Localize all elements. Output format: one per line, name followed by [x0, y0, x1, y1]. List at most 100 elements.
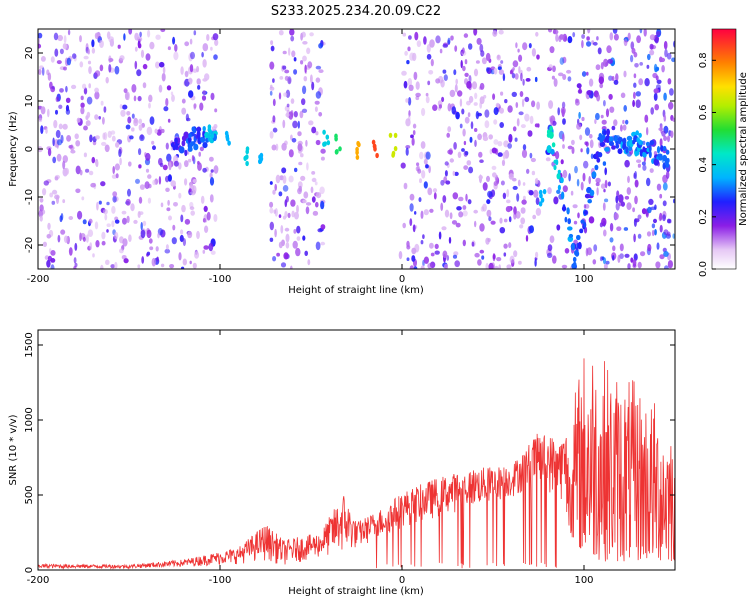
spectrogram-cell — [522, 182, 526, 186]
spectrogram-cell — [282, 119, 286, 129]
spectrogram-cell — [649, 34, 656, 41]
spectrogram-cell — [498, 29, 504, 35]
spectrogram-cell — [439, 48, 443, 54]
spectrogram-cell — [508, 173, 514, 180]
spectrogram-cell — [653, 92, 658, 102]
spectrogram-cell — [305, 202, 312, 206]
spectrogram-cell — [52, 156, 57, 164]
spectrogram-cell — [167, 118, 171, 123]
spectrogram-cell — [562, 144, 565, 149]
spectrogram-cell — [282, 50, 287, 55]
spectrogram-cell — [671, 57, 675, 63]
spectrogram-cell — [193, 103, 197, 110]
spectrogram-cell — [54, 176, 59, 181]
spectrogram-cell — [315, 65, 322, 70]
spectrogram-cell — [659, 224, 663, 233]
spectrogram-cell — [83, 152, 87, 158]
spectrogram-cell — [617, 254, 621, 263]
spectrogram-cell — [449, 158, 454, 163]
spectrogram-cell — [414, 31, 419, 41]
spectrogram-cell — [619, 243, 624, 252]
spectrogram-cell — [180, 229, 184, 235]
spectrogram-cell — [402, 222, 407, 229]
spectrogram-cell — [38, 68, 42, 75]
spectrogram-cell — [303, 76, 308, 82]
spectrogram-cell — [112, 195, 117, 203]
spectrogram-cell — [420, 265, 425, 269]
spectrogram-cell — [405, 145, 411, 149]
spectrogram-cell — [304, 64, 307, 74]
spectrogram-signal-point — [393, 146, 398, 152]
spectrogram-cell — [639, 29, 643, 34]
spectrogram-cell — [202, 43, 209, 52]
spectrogram-cell — [201, 95, 207, 101]
snr-series — [38, 358, 675, 570]
spectrogram-cell — [156, 129, 162, 136]
spectrogram-cell — [576, 123, 582, 130]
spectrogram-cell — [281, 167, 287, 174]
spectrogram-cell — [623, 105, 627, 112]
spectrogram-cell — [502, 192, 507, 199]
spectrogram-signal-cell — [555, 159, 559, 166]
spectrogram-cell — [576, 83, 582, 89]
spectrogram-cell — [586, 71, 589, 76]
spectrogram-cell — [412, 224, 416, 233]
spectrogram-cell — [138, 148, 142, 156]
spectrogram-cell — [139, 184, 145, 190]
spectrogram-cell — [602, 161, 607, 166]
spectrogram-cell — [642, 164, 647, 171]
spectrogram-cell — [173, 160, 179, 167]
spectrogram-cell — [106, 223, 111, 227]
spectrogram-cell — [56, 153, 62, 162]
spectrogram-cell — [593, 244, 598, 252]
spectrogram-cell — [108, 58, 114, 62]
spectrogram-cell — [148, 238, 153, 244]
spectrogram-cell — [269, 61, 275, 70]
spectrogram-cell — [138, 43, 142, 49]
spectrogram-cell — [633, 73, 637, 79]
spectrogram-cell — [111, 205, 116, 214]
spectrogram-cell — [162, 66, 166, 74]
spectrogram-cell — [632, 258, 637, 268]
spectrogram-signal-point — [662, 145, 667, 152]
spectrogram-cell — [90, 182, 96, 188]
spectrogram-cell — [102, 132, 106, 140]
spectrogram-signal-cell — [583, 210, 588, 215]
spectrogram-cell — [630, 54, 634, 63]
spectrogram-cell — [499, 227, 506, 234]
spectrogram-cell — [111, 135, 116, 142]
spectrogram-cell — [166, 153, 172, 162]
spectrogram-cell — [197, 160, 200, 165]
spectrogram-cell — [301, 98, 306, 106]
spectrogram-cell — [79, 61, 84, 68]
spectrogram-cell — [300, 153, 304, 158]
spectrogram-cell — [274, 183, 278, 191]
spectrogram-cell — [189, 38, 193, 45]
spectrogram-cell — [662, 182, 668, 191]
spectrogram-cell — [106, 229, 109, 233]
spectrogram-cell — [603, 100, 606, 107]
spectrogram-cell — [524, 96, 530, 103]
spectrogram-cell — [442, 69, 447, 74]
spectrogram-cell — [623, 70, 627, 78]
spectrogram-cell — [662, 214, 666, 222]
spectrogram-cell — [162, 164, 168, 171]
spectrogram-cell — [479, 82, 485, 90]
spectrogram-cell — [190, 51, 195, 60]
spectrogram-cell — [88, 218, 93, 224]
spectrogram-cell — [589, 139, 594, 149]
spectrogram-cell — [604, 167, 607, 176]
spectrogram-cell — [79, 232, 82, 242]
spectrogram-cell — [536, 101, 540, 110]
spectrogram-cell — [419, 178, 422, 184]
spectrogram-cell — [580, 181, 584, 191]
spectrogram-signal-point — [388, 132, 393, 138]
spectrogram-cell — [149, 246, 154, 251]
spectrogram-cell — [163, 106, 169, 112]
spectrogram-signal-point — [355, 146, 359, 152]
spectrogram-cell — [179, 234, 184, 243]
spectrogram-signal-point — [635, 150, 640, 156]
spectrogram-cell — [72, 53, 77, 59]
spectrogram-cell — [293, 69, 298, 75]
spectrogram-cell — [646, 177, 651, 187]
